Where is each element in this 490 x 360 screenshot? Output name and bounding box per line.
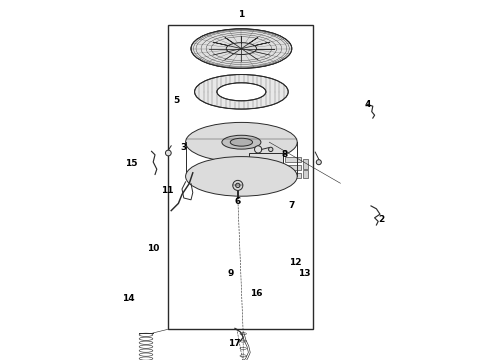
- Circle shape: [316, 160, 321, 165]
- Text: 3: 3: [181, 143, 187, 152]
- Bar: [303, 170, 308, 178]
- Circle shape: [269, 147, 273, 152]
- Bar: [285, 173, 301, 178]
- Text: 9: 9: [227, 269, 234, 278]
- Ellipse shape: [186, 157, 297, 196]
- Bar: [285, 165, 301, 170]
- Text: 6: 6: [235, 197, 241, 206]
- Bar: [285, 157, 301, 162]
- Ellipse shape: [186, 122, 297, 162]
- Text: 7: 7: [289, 201, 295, 210]
- Ellipse shape: [217, 83, 266, 101]
- Text: 16: 16: [249, 289, 262, 298]
- Text: 13: 13: [298, 269, 311, 278]
- Text: 1: 1: [238, 10, 245, 19]
- Text: 5: 5: [173, 96, 180, 105]
- Text: 17: 17: [228, 339, 241, 348]
- Bar: [303, 159, 308, 169]
- Ellipse shape: [226, 43, 257, 55]
- Text: 8: 8: [281, 150, 288, 159]
- Circle shape: [254, 146, 262, 153]
- Text: 4: 4: [364, 100, 370, 109]
- Ellipse shape: [195, 75, 288, 109]
- Text: 12: 12: [289, 258, 302, 267]
- Text: 2: 2: [379, 215, 385, 224]
- Bar: [248, 153, 283, 180]
- Ellipse shape: [191, 29, 292, 68]
- Text: 14: 14: [122, 294, 134, 303]
- Bar: [168, 25, 314, 329]
- Text: 10: 10: [147, 244, 159, 253]
- Ellipse shape: [222, 135, 261, 149]
- Text: 15: 15: [125, 159, 138, 168]
- Text: 11: 11: [161, 186, 174, 195]
- Ellipse shape: [230, 138, 252, 146]
- Circle shape: [166, 150, 171, 156]
- Circle shape: [233, 180, 243, 190]
- Circle shape: [236, 183, 240, 188]
